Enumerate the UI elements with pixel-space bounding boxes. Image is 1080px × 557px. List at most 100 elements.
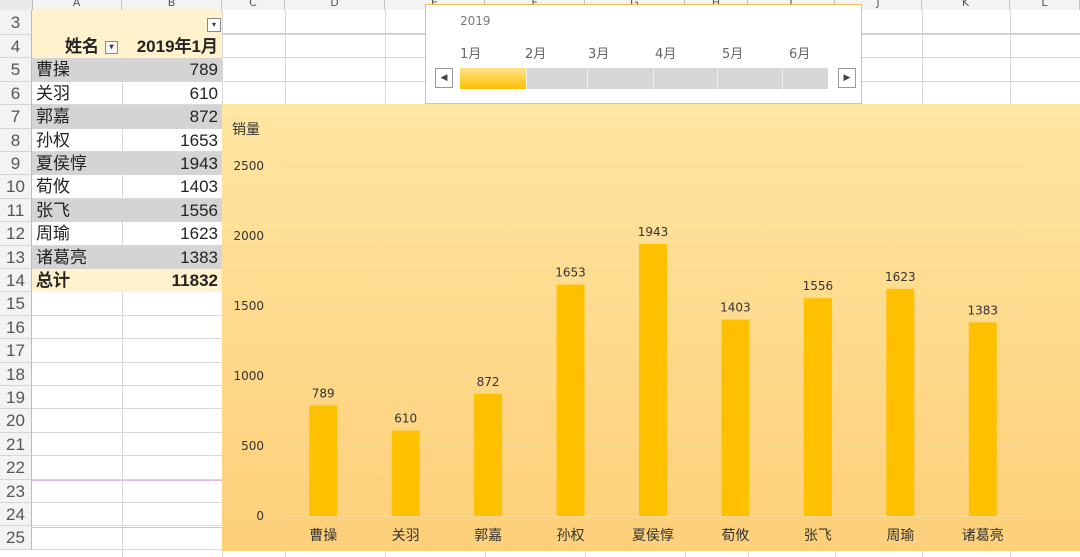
data-label: 789 — [312, 387, 335, 401]
bar[interactable] — [886, 288, 915, 516]
bar[interactable] — [391, 430, 420, 516]
x-category-label: 孙权 — [557, 528, 585, 544]
slicer-month-label[interactable]: 1月 — [460, 47, 482, 62]
select-all-corner[interactable] — [0, 0, 33, 10]
pivot-row-name[interactable]: 荀攸 — [36, 177, 70, 197]
pivot-total-label[interactable]: 总计 — [32, 269, 122, 293]
x-category-label: 周瑜 — [886, 528, 914, 544]
row-header[interactable]: 3 — [0, 10, 32, 35]
row-header[interactable]: 7 — [0, 105, 32, 129]
row-header[interactable]: 12 — [0, 222, 32, 246]
pivot-row-name[interactable]: 夏侯惇 — [32, 152, 122, 176]
row-header[interactable]: 11 — [0, 198, 32, 223]
pivot-row-value[interactable]: 872 — [122, 105, 222, 129]
row-header[interactable]: 5 — [0, 58, 32, 82]
row-header[interactable]: 9 — [0, 152, 32, 176]
pivot-row-name[interactable]: 周瑜 — [36, 224, 70, 244]
data-label: 1623 — [885, 270, 916, 284]
data-label: 1943 — [638, 225, 669, 239]
data-label: 610 — [394, 412, 417, 426]
bar[interactable] — [968, 322, 997, 516]
pivot-row-value[interactable]: 1623 — [180, 224, 218, 244]
pivot-row-name[interactable]: 孙权 — [36, 130, 70, 150]
column-header-l[interactable]: L — [1010, 0, 1080, 10]
pivot-row-name[interactable]: 郭嘉 — [32, 105, 122, 129]
bar[interactable] — [474, 393, 503, 516]
slicer-month-label[interactable]: 6月 — [789, 47, 811, 62]
y-tick-label: 2500 — [233, 159, 264, 173]
x-category-label: 诸葛亮 — [962, 527, 1004, 544]
row-header[interactable]: 21 — [0, 432, 32, 457]
data-label: 1403 — [720, 301, 751, 315]
pivot-row-value[interactable]: 789 — [122, 58, 222, 82]
pivot-row-value[interactable]: 1943 — [122, 152, 222, 176]
pivot-header-month[interactable]: 2019年1月 — [122, 35, 222, 59]
pivot-row-value[interactable]: 1653 — [180, 130, 218, 150]
row-header[interactable]: 14 — [0, 269, 32, 293]
row-label-dropdown-icon[interactable]: ▾ — [105, 41, 118, 55]
row-header[interactable]: 20 — [0, 409, 32, 433]
pivot-row-value[interactable]: 1383 — [122, 245, 222, 269]
row-header[interactable]: 25 — [0, 526, 32, 550]
pivot-row-name[interactable]: 张飞 — [32, 198, 122, 223]
column-header-d[interactable]: D — [285, 0, 385, 10]
slicer-month-label[interactable]: 4月 — [655, 47, 677, 62]
x-category-label: 郭嘉 — [474, 527, 502, 544]
timeline-slicer[interactable]: 2019 1月 2月 3月 4月 5月 6月 ◀ ▶ — [425, 4, 862, 104]
row-header[interactable]: 19 — [0, 386, 32, 410]
row-header[interactable]: 10 — [0, 175, 32, 199]
data-label: 1556 — [803, 279, 834, 293]
y-tick-label: 0 — [256, 509, 264, 523]
row-header[interactable]: 15 — [0, 292, 32, 316]
bar[interactable] — [721, 319, 750, 516]
slicer-month-label[interactable]: 5月 — [722, 47, 744, 62]
pivot-filter-icon[interactable]: ▾ — [207, 18, 221, 32]
pivot-total-value[interactable]: 11832 — [122, 269, 222, 293]
row-header[interactable]: 16 — [0, 315, 32, 340]
row-header[interactable]: 22 — [0, 456, 32, 480]
pivot-row-name[interactable]: 诸葛亮 — [32, 245, 122, 269]
timeline-track[interactable] — [460, 68, 828, 89]
slicer-month-label[interactable]: 2月 — [525, 47, 547, 62]
pivot-row-name[interactable]: 曹操 — [32, 58, 122, 82]
row-header[interactable]: 8 — [0, 128, 32, 152]
x-category-label: 夏侯惇 — [632, 527, 674, 544]
slicer-month-label[interactable]: 3月 — [588, 47, 610, 62]
pivot-filter-row — [32, 10, 222, 35]
x-category-label: 荀攸 — [721, 528, 749, 544]
y-axis-title: 销量 — [232, 122, 260, 138]
y-tick-label: 2000 — [233, 229, 264, 243]
row-header[interactable]: 6 — [0, 81, 32, 106]
y-tick-label: 1000 — [233, 369, 264, 383]
y-tick-label: 500 — [241, 439, 264, 453]
scroll-left-arrow-icon[interactable]: ◀ — [435, 68, 453, 88]
row-header[interactable]: 17 — [0, 339, 32, 363]
column-header-b[interactable]: B — [122, 0, 222, 10]
column-header-a[interactable]: A — [32, 0, 122, 10]
x-category-label: 关羽 — [392, 528, 420, 544]
bar[interactable] — [803, 298, 832, 516]
pivot-header-name[interactable]: 姓名 ▾ — [32, 35, 122, 59]
bar[interactable] — [639, 243, 667, 517]
data-label: 1383 — [968, 303, 999, 317]
row-header[interactable]: 4 — [0, 35, 32, 59]
column-header-k[interactable]: K — [922, 0, 1010, 10]
data-label: 1653 — [555, 266, 586, 280]
bar[interactable] — [556, 284, 585, 516]
x-category-label: 张飞 — [804, 528, 832, 544]
pivot-row-value[interactable]: 1403 — [180, 177, 218, 197]
row-header[interactable]: 24 — [0, 503, 32, 527]
bar[interactable] — [309, 405, 338, 516]
column-header-c[interactable]: C — [222, 0, 285, 10]
timeline-selected-period[interactable] — [460, 68, 526, 89]
row-header[interactable]: 23 — [0, 479, 32, 503]
row-header[interactable]: 18 — [0, 362, 32, 386]
pivot-header-name-label: 姓名 — [65, 37, 99, 56]
column-header-j[interactable]: J — [835, 0, 922, 10]
pivot-row-name[interactable]: 关羽 — [36, 83, 70, 103]
pivot-row-value[interactable]: 610 — [189, 83, 218, 103]
row-header[interactable]: 13 — [0, 245, 32, 269]
scroll-right-arrow-icon[interactable]: ▶ — [838, 68, 856, 88]
sales-bar-chart[interactable]: 销量 0 500 1000 1500 2000 2500 789 曹操 610 关羽 872 郭嘉 16… — [222, 104, 1080, 551]
pivot-row-value[interactable]: 1556 — [122, 198, 222, 223]
